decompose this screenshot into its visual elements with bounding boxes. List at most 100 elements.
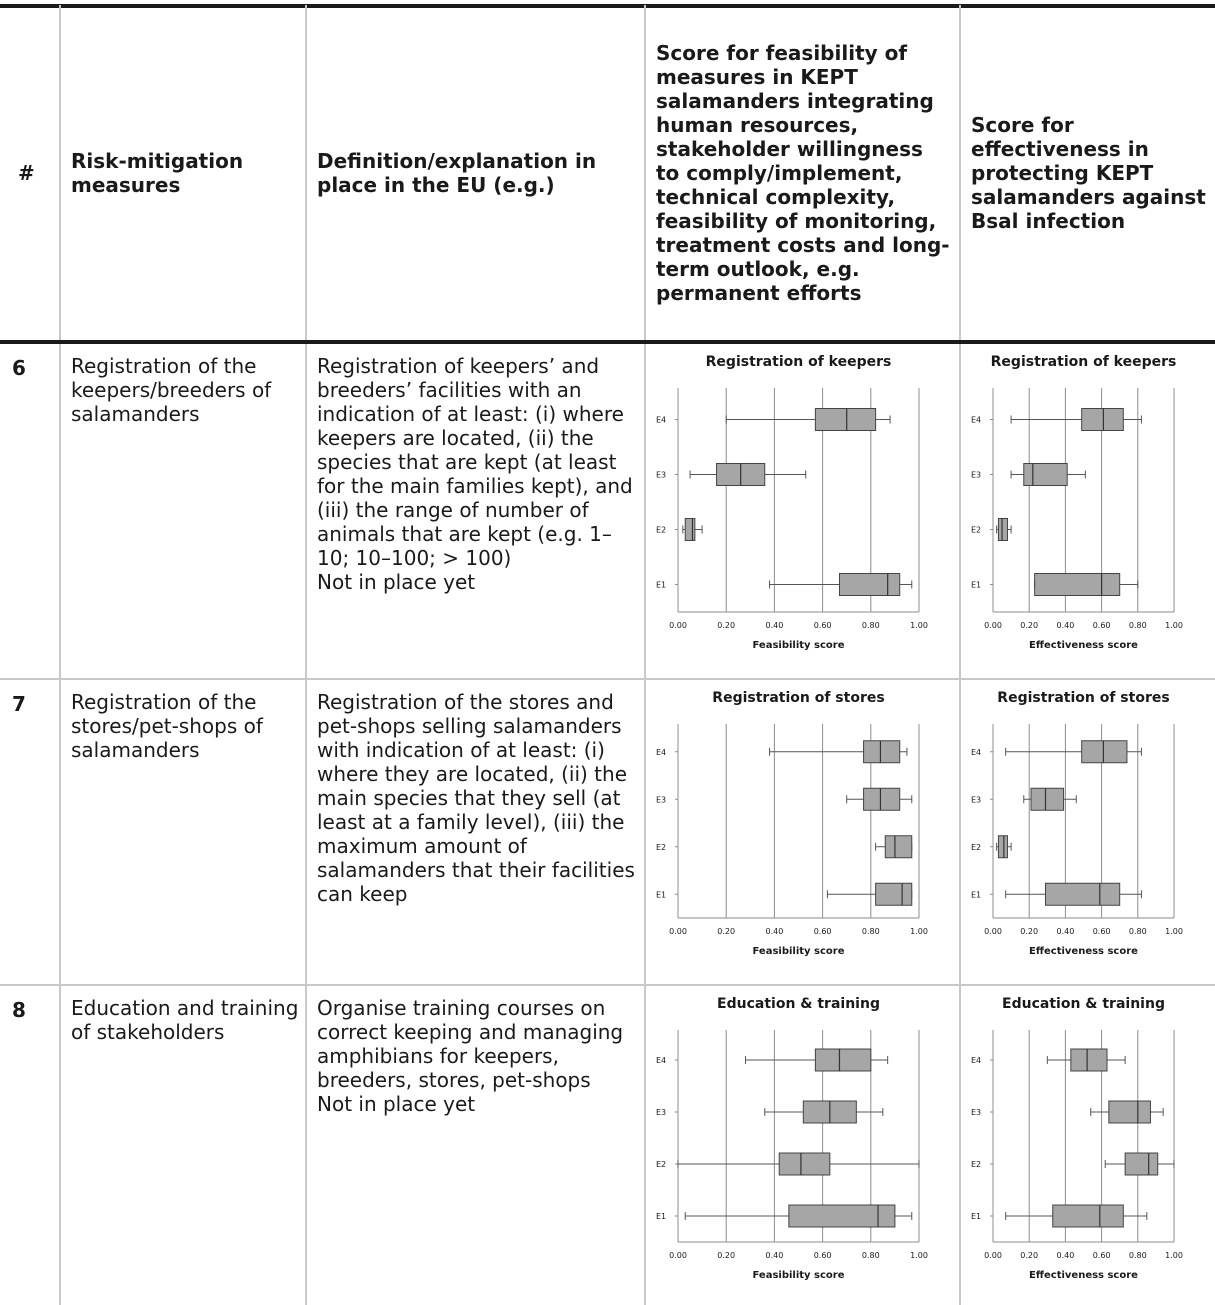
row-number: 6 bbox=[12, 356, 26, 380]
x-tick-label: 0.80 bbox=[1129, 1251, 1147, 1260]
table-row: 6 Registration of the keepers/breeders o… bbox=[0, 342, 1215, 679]
header-row: # Risk-mitigation measures Definition/ex… bbox=[0, 5, 1215, 342]
category-label: E2 bbox=[971, 526, 981, 535]
chart-title: Education & training bbox=[717, 996, 880, 1012]
box bbox=[1081, 740, 1128, 764]
measure-cell: Education and training of stakeholders bbox=[59, 985, 306, 1305]
category-label: E1 bbox=[656, 890, 666, 899]
category-label: E3 bbox=[656, 471, 666, 480]
box bbox=[997, 835, 1008, 859]
category-label: E2 bbox=[971, 843, 981, 852]
category-label: E4 bbox=[656, 748, 666, 757]
x-tick-label: 1.00 bbox=[1165, 1251, 1183, 1260]
category-label: E3 bbox=[971, 1108, 981, 1117]
x-axis-label: Effectiveness score bbox=[1029, 640, 1138, 651]
table-row: 8 Education and training of stakeholders… bbox=[0, 985, 1215, 1305]
definition-cell: Registration of keepers’ and breeders’ f… bbox=[305, 342, 645, 679]
category-label: E2 bbox=[971, 1160, 981, 1169]
x-tick-label: 0.20 bbox=[717, 927, 735, 936]
x-tick-label: 0.20 bbox=[717, 621, 735, 630]
box bbox=[684, 518, 696, 541]
category-label: E1 bbox=[971, 581, 981, 590]
category-label: E4 bbox=[656, 1056, 666, 1065]
definition-cell: Registration of the stores and pet-shops… bbox=[305, 679, 645, 985]
x-tick-label: 1.00 bbox=[910, 1251, 928, 1260]
header-num: # bbox=[18, 160, 35, 185]
category-label: E1 bbox=[971, 890, 981, 899]
risk-mitigation-table: # Risk-mitigation measures Definition/ex… bbox=[0, 5, 1215, 1305]
box bbox=[778, 1152, 831, 1176]
x-tick-label: 1.00 bbox=[1165, 621, 1183, 630]
chart-title: Registration of keepers bbox=[991, 354, 1177, 370]
chart-title: Education & training bbox=[1002, 996, 1165, 1012]
category-label: E4 bbox=[971, 416, 981, 425]
x-tick-label: 0.40 bbox=[1056, 927, 1074, 936]
category-label: E1 bbox=[656, 1212, 666, 1221]
chart-title: Registration of stores bbox=[997, 690, 1169, 706]
box bbox=[1124, 1152, 1159, 1176]
box bbox=[788, 1204, 896, 1228]
x-axis-label: Feasibility score bbox=[752, 946, 844, 957]
row-number: 7 bbox=[12, 692, 26, 716]
definition-text: Organise training courses on correct kee… bbox=[317, 996, 624, 1092]
box bbox=[1052, 1204, 1124, 1228]
box bbox=[863, 787, 901, 811]
definition-cell: Organise training courses on correct kee… bbox=[305, 985, 645, 1305]
measure-cell: Registration of the keepers/breeders of … bbox=[59, 342, 306, 679]
effectiveness-chart-cell: Registration of stores 0.00 0.20 0.40 0.60 0.… bbox=[959, 679, 1215, 985]
feasibility-chart-cell: Education & training 0.00 0.20 0.40 0.60 0.80… bbox=[644, 985, 960, 1305]
box bbox=[838, 573, 901, 596]
x-tick-label: 1.00 bbox=[910, 927, 928, 936]
box bbox=[1070, 1048, 1108, 1072]
x-tick-label: 0.40 bbox=[765, 1251, 783, 1260]
x-tick-label: 0.00 bbox=[669, 621, 687, 630]
feasibility-chart-cell: Registration of stores 0.00 0.20 0.40 0.60 0.… bbox=[644, 679, 960, 985]
effectiveness-boxplot-stores: Registration of stores 0.00 0.20 0.40 0.60 0.… bbox=[971, 690, 1183, 957]
category-label: E3 bbox=[971, 471, 981, 480]
category-label: E2 bbox=[656, 1160, 666, 1169]
table-row: 7 Registration of the stores/pet-shops o… bbox=[0, 679, 1215, 985]
chart-title: Registration of stores bbox=[712, 690, 884, 706]
category-label: E2 bbox=[656, 843, 666, 852]
box bbox=[1044, 882, 1121, 906]
header-feasibility: Score for feasibility of measures in KEP… bbox=[644, 5, 960, 342]
box bbox=[1108, 1100, 1151, 1124]
box bbox=[814, 1048, 872, 1072]
x-tick-label: 0.80 bbox=[862, 927, 880, 936]
category-label: E1 bbox=[971, 1212, 981, 1221]
category-label: E3 bbox=[971, 795, 981, 804]
category-label: E2 bbox=[656, 526, 666, 535]
definition-text: Registration of the stores and pet-shops… bbox=[317, 690, 635, 906]
x-tick-label: 0.00 bbox=[669, 927, 687, 936]
box bbox=[1030, 787, 1065, 811]
x-tick-label: 0.60 bbox=[1093, 927, 1111, 936]
x-tick-label: 1.00 bbox=[910, 621, 928, 630]
x-axis-label: Effectiveness score bbox=[1029, 946, 1138, 957]
x-tick-label: 0.00 bbox=[984, 1251, 1002, 1260]
x-tick-label: 0.00 bbox=[984, 621, 1002, 630]
category-label: E4 bbox=[656, 416, 666, 425]
x-tick-label: 0.40 bbox=[1056, 621, 1074, 630]
x-tick-label: 0.40 bbox=[765, 621, 783, 630]
box bbox=[875, 882, 913, 906]
x-tick-label: 0.20 bbox=[1020, 1251, 1038, 1260]
feasibility-boxplot-education: Education & training 0.00 0.20 0.40 0.60 0.80… bbox=[656, 996, 928, 1281]
x-tick-label: 0.60 bbox=[814, 927, 832, 936]
category-label: E4 bbox=[971, 748, 981, 757]
x-tick-label: 0.20 bbox=[717, 1251, 735, 1260]
x-tick-label: 0.40 bbox=[765, 927, 783, 936]
header-measure: Risk-mitigation measures bbox=[59, 5, 306, 342]
category-label: E3 bbox=[656, 1108, 666, 1117]
effectiveness-boxplot-keepers: Registration of keepers 0.00 0.20 0.40 0.60 0… bbox=[971, 354, 1183, 651]
status-text: Not in place yet bbox=[317, 1092, 476, 1116]
effectiveness-boxplot-education: Education & training 0.00 0.20 0.40 0.60 0.80… bbox=[971, 996, 1183, 1281]
effectiveness-chart-cell: Education & training 0.00 0.20 0.40 0.60 0.80… bbox=[959, 985, 1215, 1305]
x-tick-label: 0.80 bbox=[862, 621, 880, 630]
category-label: E4 bbox=[971, 1056, 981, 1065]
header-definition: Definition/explanation in place in the E… bbox=[305, 5, 645, 342]
x-tick-label: 0.80 bbox=[1129, 927, 1147, 936]
category-label: E1 bbox=[656, 581, 666, 590]
status-text: Not in place yet bbox=[317, 570, 476, 594]
category-label: E3 bbox=[656, 795, 666, 804]
